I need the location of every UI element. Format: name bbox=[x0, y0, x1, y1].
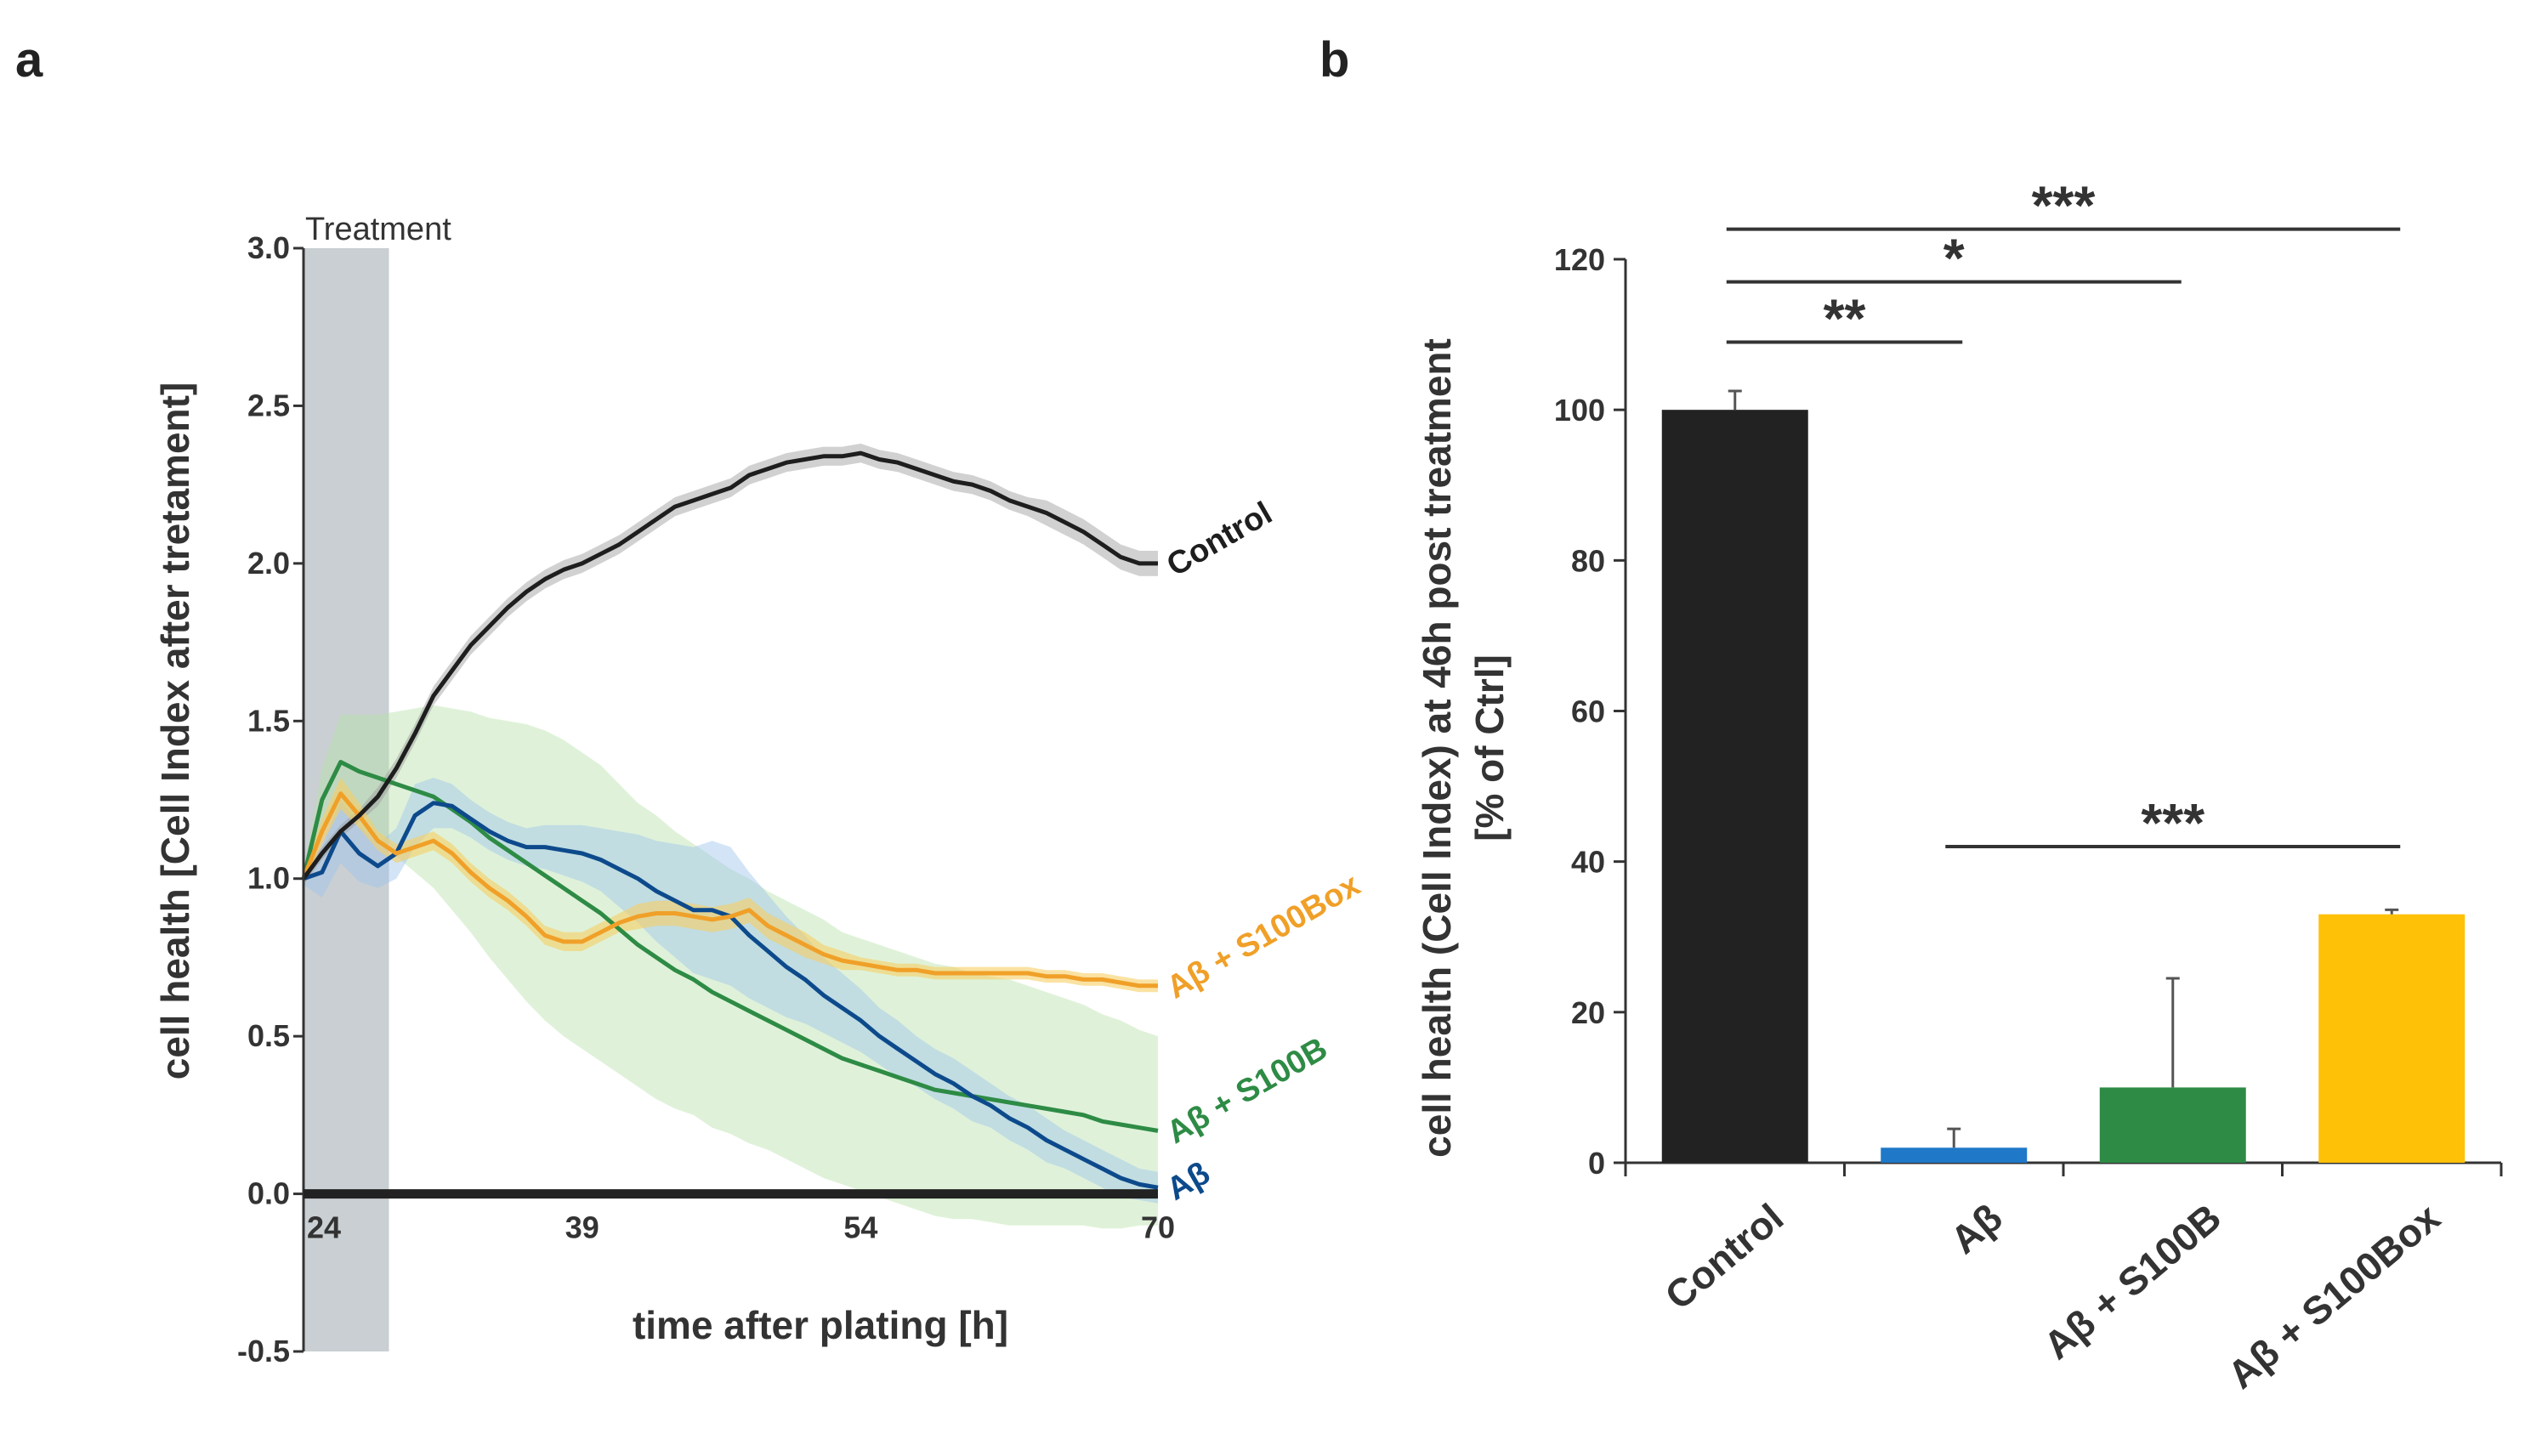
x-tick-label-a: 70 bbox=[1141, 1210, 1175, 1245]
treatment-label: Treatment bbox=[305, 212, 451, 247]
y-tick-label-b: 20 bbox=[1571, 995, 1605, 1030]
x-axis-title-a: time after plating [h] bbox=[633, 1303, 1008, 1347]
series-label-s100b: Aβ + S100B bbox=[1161, 1031, 1334, 1151]
series-label-abeta: Aβ bbox=[1161, 1155, 1217, 1208]
bars bbox=[1661, 389, 2465, 1164]
bar-0 bbox=[1661, 410, 1808, 1164]
y-tick-label-a: -0.5 bbox=[237, 1334, 290, 1368]
x-tick-label-a: 24 bbox=[307, 1210, 341, 1245]
sd-bands bbox=[304, 443, 1158, 1229]
y-tick-label-b: 120 bbox=[1554, 242, 1605, 277]
y-axis-title-a: cell health [Cell Index after tretament] bbox=[153, 382, 197, 1080]
y-tick-label-b: 100 bbox=[1554, 393, 1605, 428]
panel-label-b: b bbox=[1319, 32, 1349, 88]
x-tick-label-a: 54 bbox=[843, 1210, 877, 1245]
x-tick-label-a: 39 bbox=[565, 1210, 599, 1245]
series-line-s100box bbox=[301, 791, 1158, 989]
category-label: Control bbox=[1656, 1195, 1791, 1318]
bar-3 bbox=[2318, 914, 2465, 1163]
y-tick-label-a: 2.0 bbox=[247, 546, 290, 581]
category-label: Aβ + S100B bbox=[2035, 1195, 2229, 1368]
series-line-control bbox=[301, 450, 1158, 881]
panel-label-a: a bbox=[15, 32, 43, 88]
significance-stars: ** bbox=[1824, 287, 1866, 348]
panel-a-line-chart: Treatment 3.0 2.5 2.0 1.5 1.0 0.5 0.0 -0.5 24 39 5… bbox=[153, 212, 1366, 1368]
category-label: Aβ + S100Box bbox=[2219, 1195, 2448, 1397]
y-tick-label-a: 1.0 bbox=[247, 861, 290, 896]
axes-a: 3.0 2.5 2.0 1.5 1.0 0.5 0.0 -0.5 24 39 54 70 bbox=[237, 230, 1175, 1368]
significance-stars: * bbox=[1943, 228, 1965, 289]
y-tick-label-b: 0 bbox=[1588, 1146, 1605, 1181]
y-tick-label-a: 3.0 bbox=[247, 230, 290, 265]
y-tick-label-b: 40 bbox=[1571, 845, 1605, 880]
y-tick-label-b: 80 bbox=[1571, 543, 1605, 578]
bar-2 bbox=[2099, 1087, 2246, 1163]
y-tick-label-b: 60 bbox=[1571, 694, 1605, 729]
y-tick-label-a: 1.5 bbox=[247, 703, 290, 738]
significance-stars: *** bbox=[2141, 792, 2204, 853]
sd-band-abeta bbox=[304, 778, 1158, 1204]
y-axis-title-b-unit: [% of Ctrl] bbox=[1467, 654, 1512, 841]
bar-1 bbox=[1881, 1147, 2028, 1163]
sd-band-s100box bbox=[304, 778, 1158, 993]
significance-stars: *** bbox=[2032, 175, 2096, 236]
series-label-s100box: Aβ + S100Box bbox=[1161, 867, 1366, 1006]
significance-brackets: ********* bbox=[1726, 175, 2401, 853]
y-tick-label-a: 0.5 bbox=[247, 1018, 290, 1053]
y-axis-title-b: cell health (Cell Index) at 46h post tre… bbox=[1415, 338, 1459, 1158]
y-tick-label-a: 2.5 bbox=[247, 388, 290, 422]
y-tick-label-a: 0.0 bbox=[247, 1176, 290, 1211]
series-label-control: Control bbox=[1161, 496, 1279, 584]
sd-band-s100b bbox=[304, 705, 1158, 1229]
category-label: Aβ bbox=[1942, 1195, 2010, 1262]
series-lines bbox=[301, 450, 1159, 1190]
